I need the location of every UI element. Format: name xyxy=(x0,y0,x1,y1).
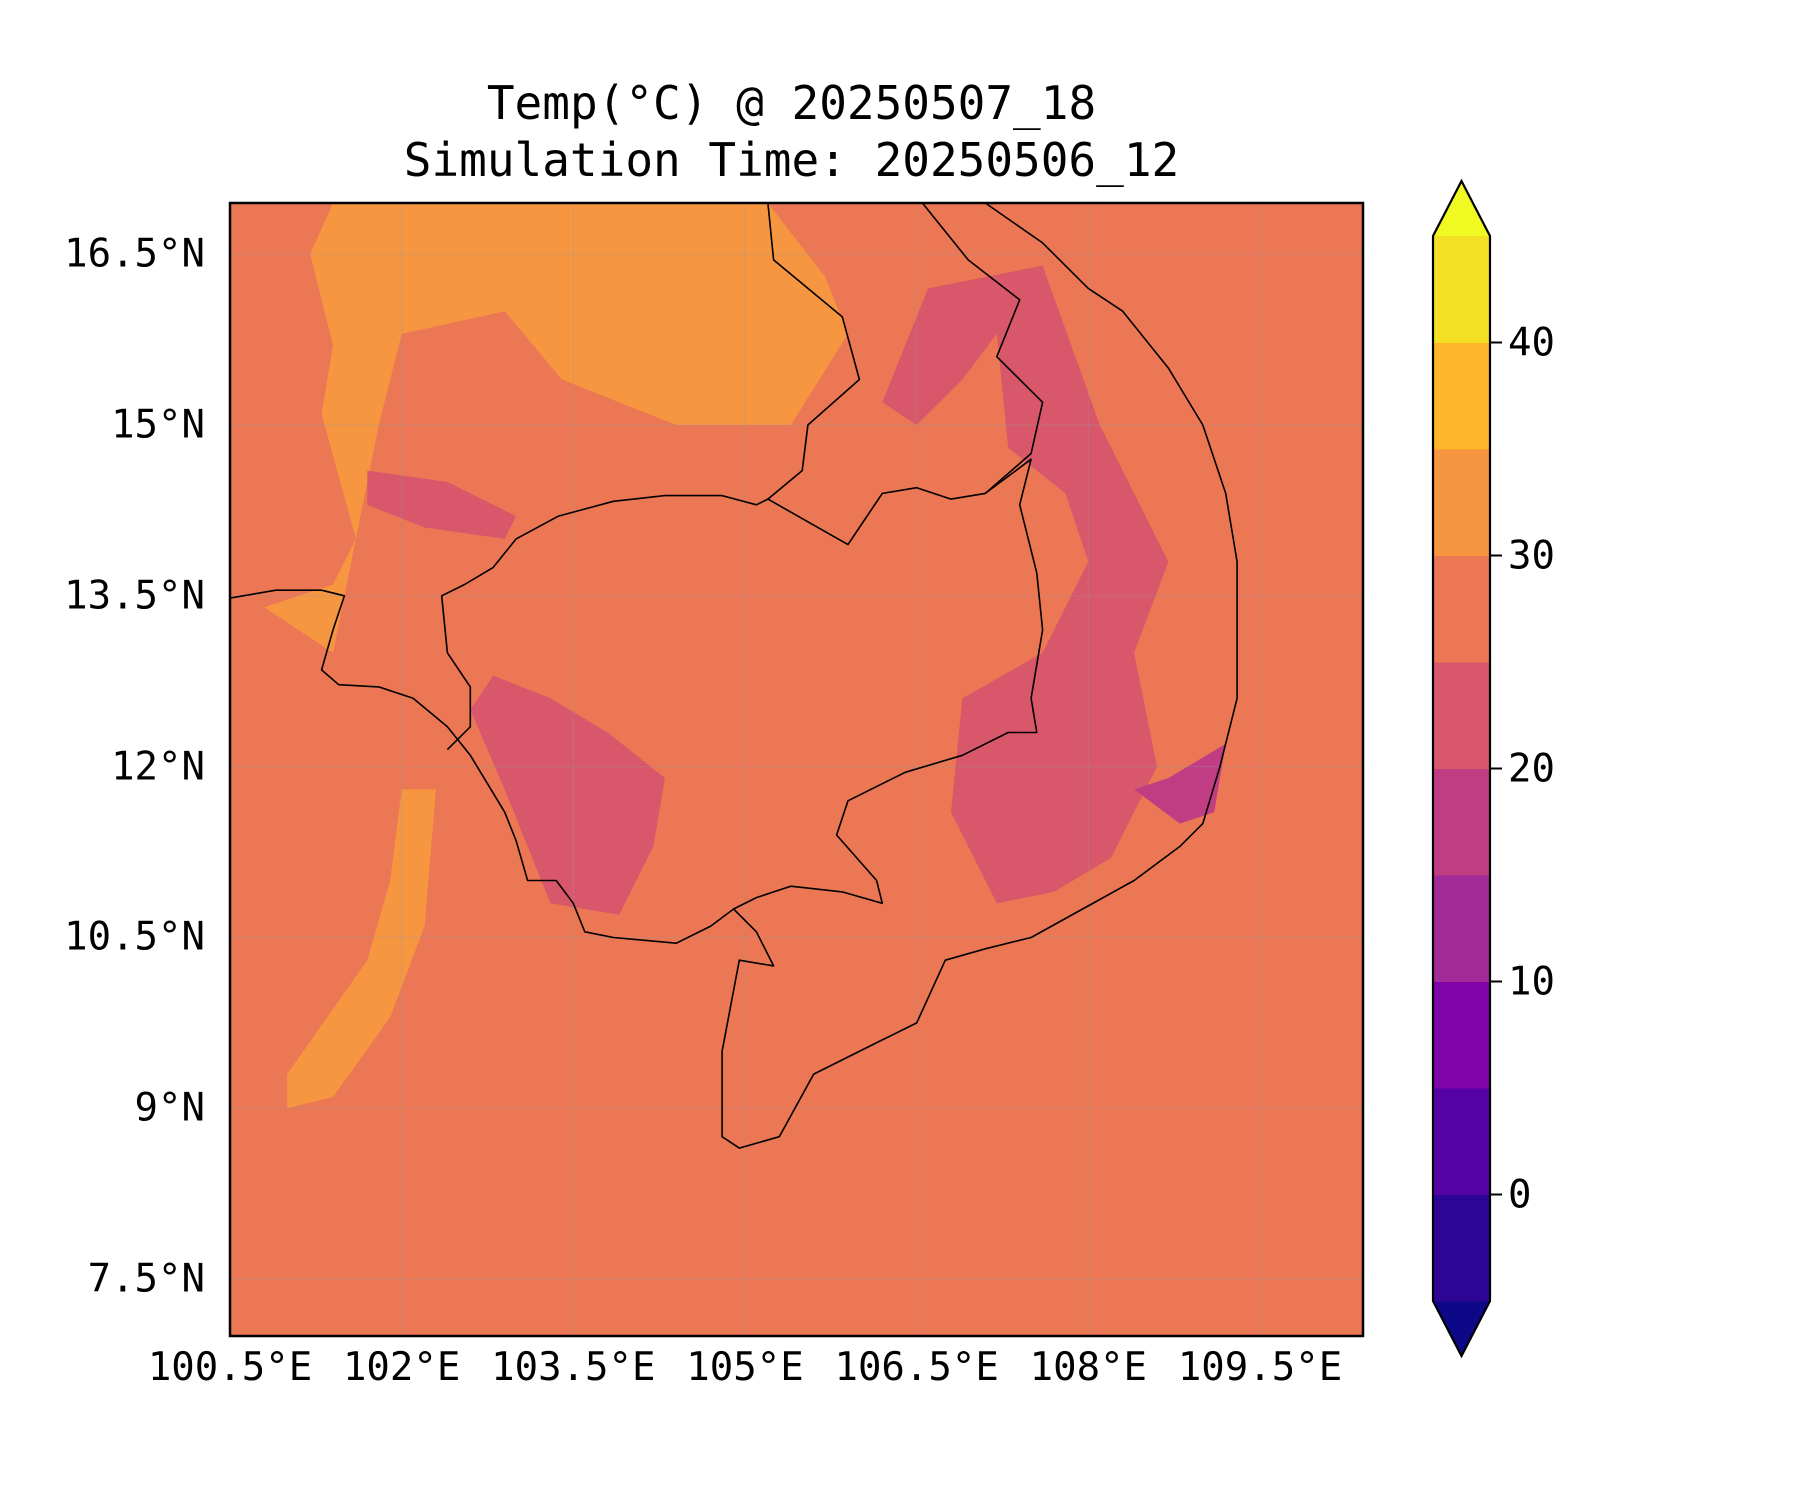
colorbar-tick-label: 0 xyxy=(1508,1172,1532,1217)
temperature-region-4 xyxy=(367,470,517,539)
colorbar-segment xyxy=(1433,1088,1490,1195)
lat-tick-label: 16.5°N xyxy=(64,231,205,277)
lat-tick-label: 12°N xyxy=(111,744,205,790)
colorbar-segment xyxy=(1433,1194,1490,1302)
colorbar-tick-label: 40 xyxy=(1508,320,1555,365)
lat-tick-label: 13.5°N xyxy=(64,573,205,619)
colorbar-segment xyxy=(1433,662,1490,769)
colorbar-segment xyxy=(1433,981,1490,1089)
lon-tick-label: 103.5°E xyxy=(491,1345,656,1390)
lon-tick-label: 106.5°E xyxy=(834,1345,999,1390)
lon-tick-label: 108°E xyxy=(1029,1345,1148,1390)
lat-tick-label: 7.5°N xyxy=(87,1256,205,1302)
colorbar-tick-label: 20 xyxy=(1508,746,1555,791)
colorbar-segment xyxy=(1433,875,1490,982)
lat-tick-label: 9°N xyxy=(134,1085,205,1131)
temperature-region-5 xyxy=(1134,743,1226,824)
colorbar-extend-high xyxy=(1433,181,1490,236)
colorbar-segment xyxy=(1433,555,1490,663)
colorbar-outline xyxy=(1431,178,1492,1359)
chart-title: Temp(°C) @ 20250507_18 xyxy=(486,76,1097,130)
lat-tick-label: 15°N xyxy=(111,402,205,448)
temperature-region-0 xyxy=(264,203,848,653)
lon-tick-label: 102°E xyxy=(342,1345,461,1390)
lon-tick-label: 105°E xyxy=(686,1345,804,1390)
map-frame xyxy=(228,201,1365,1338)
lat-tick-label: 10.5°N xyxy=(64,914,205,960)
colorbar-segment xyxy=(1433,449,1490,556)
temperature-region-2 xyxy=(882,265,1169,904)
colorbar-tick-label: 10 xyxy=(1508,959,1555,1004)
colorbar-segment xyxy=(1433,768,1490,876)
colorbar-extend-low xyxy=(1433,1301,1490,1356)
colorbar-segment xyxy=(1433,342,1490,450)
colorbar-tick-label: 30 xyxy=(1508,533,1555,578)
temperature-region-3 xyxy=(470,675,665,915)
lon-tick-label: 100.5°E xyxy=(147,1345,313,1390)
lon-tick-label: 109.5°E xyxy=(1177,1345,1343,1390)
temperature-region-1 xyxy=(287,789,436,1109)
chart-subtitle: Simulation Time: 20250506_12 xyxy=(403,133,1180,187)
coastline-overlay xyxy=(229,202,1238,1149)
colorbar-segment xyxy=(1433,236,1490,343)
